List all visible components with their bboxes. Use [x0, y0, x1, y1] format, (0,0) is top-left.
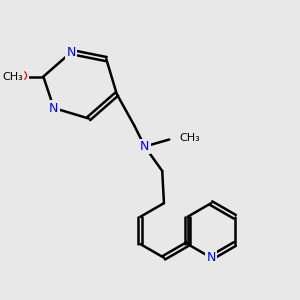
Text: N: N	[206, 251, 216, 264]
Text: N: N	[67, 46, 76, 59]
Text: O: O	[17, 70, 27, 83]
Text: N: N	[49, 101, 58, 115]
Text: N: N	[140, 140, 149, 153]
Text: CH₃: CH₃	[179, 133, 200, 143]
Text: CH₃: CH₃	[2, 72, 23, 82]
